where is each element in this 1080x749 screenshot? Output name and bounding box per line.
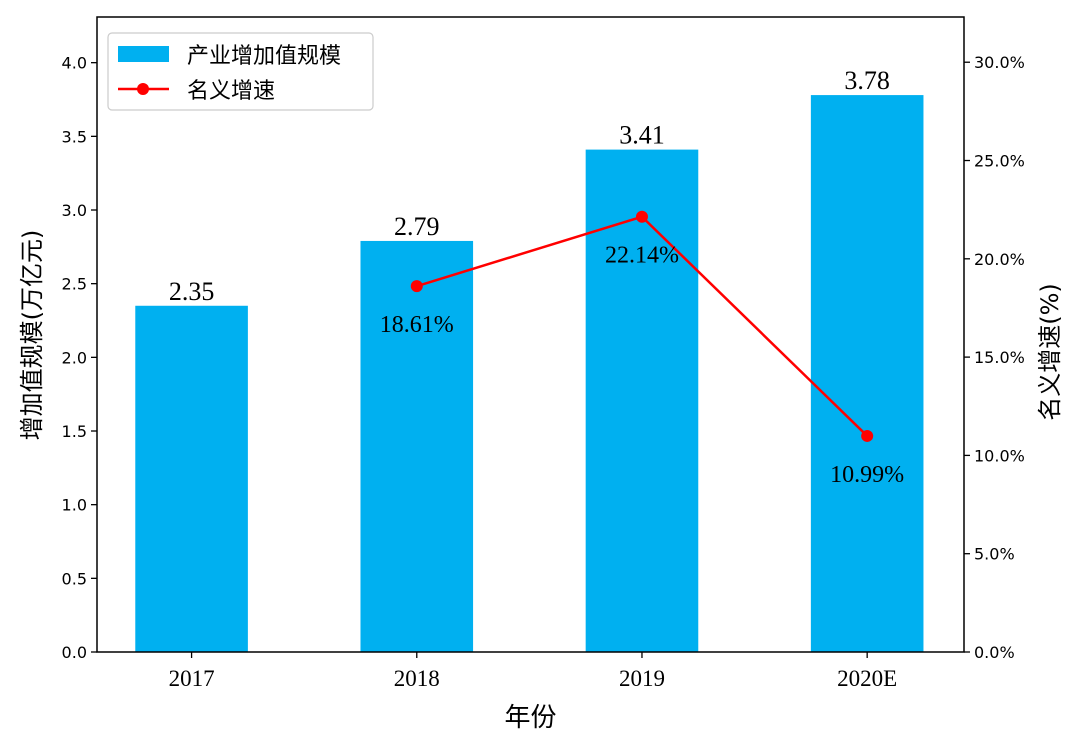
x-tick-label: 2020E [837, 666, 897, 691]
bar-value-label: 2.35 [169, 277, 215, 306]
legend-swatch-marker [137, 83, 149, 95]
x-tick-label: 2017 [169, 666, 215, 691]
growth-value-label: 22.14% [605, 243, 679, 269]
y2-tick-label: 10.0% [974, 446, 1025, 465]
y-tick-label: 0.0 [62, 643, 87, 662]
y-tick-label: 0.5 [62, 569, 87, 588]
x-axis-label: 年份 [504, 703, 556, 733]
y2-axis-label: 名义增速(%) [1036, 283, 1064, 421]
growth-point-2018 [410, 280, 423, 293]
growth-value-label: 18.61% [380, 312, 454, 338]
y-tick-label: 2.0 [62, 348, 87, 367]
y-tick-label: 2.5 [62, 275, 87, 294]
growth-point-2020E [861, 429, 874, 442]
legend [107, 32, 374, 111]
bar-2020E [810, 95, 924, 653]
bar-2019 [585, 149, 699, 652]
growth-point-2019 [635, 210, 648, 223]
y2-tick-label: 25.0% [974, 152, 1025, 171]
bar-value-label: 2.79 [394, 212, 440, 241]
growth-value-label: 10.99% [830, 462, 904, 488]
bar-value-label: 3.78 [844, 66, 890, 95]
y2-tick-label: 30.0% [974, 53, 1025, 72]
bar-2017 [135, 305, 248, 652]
legend-label: 产业增加值规模 [187, 44, 341, 69]
y2-tick-label: 0.0% [974, 643, 1015, 662]
bar-2018 [360, 240, 474, 652]
y-tick-label: 3.0 [62, 201, 87, 220]
y-tick-label: 3.5 [62, 127, 87, 146]
x-tick-label: 2019 [619, 666, 665, 691]
y2-tick-label: 5.0% [974, 545, 1015, 564]
plot-frame [96, 16, 965, 653]
legend-swatch-bar [118, 46, 169, 62]
y-axis-label: 增加值规模(万亿元) [18, 230, 46, 441]
y-tick-label: 1.5 [62, 422, 87, 441]
y2-tick-label: 20.0% [974, 250, 1025, 269]
bar-value-label: 3.41 [619, 121, 665, 150]
y-tick-label: 1.0 [62, 496, 87, 515]
x-tick-label: 2018 [394, 666, 440, 691]
y-tick-label: 4.0 [62, 54, 87, 73]
y2-tick-label: 15.0% [974, 348, 1025, 367]
legend-label: 名义增速 [187, 79, 275, 104]
